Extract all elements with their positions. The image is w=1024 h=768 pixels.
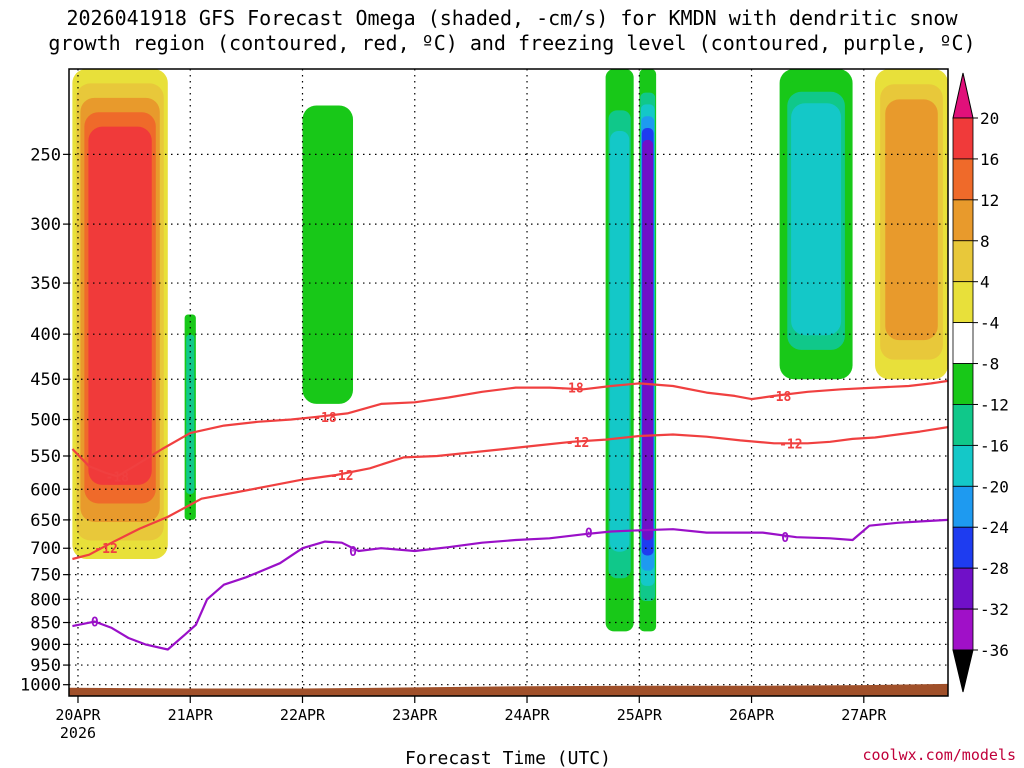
- y-tick-label: 650: [30, 511, 61, 531]
- colorbar-label: -8: [980, 355, 999, 374]
- colorbar-swatch: [952, 199, 974, 242]
- omega-band: [186, 334, 195, 495]
- colorbar-top-arrow: [952, 72, 974, 119]
- freezing-level-contour: [72, 518, 948, 651]
- y-tick-label: 1000: [20, 676, 61, 696]
- ground-layer: [69, 683, 948, 696]
- colorbar-swatch: [952, 322, 974, 364]
- colorbar-label: 12: [980, 191, 999, 210]
- y-tick-label: 900: [30, 635, 61, 655]
- dendritic-contour-minus18: [71, 379, 948, 478]
- colorbar-swatch: [952, 608, 974, 651]
- colorbar-bottom-arrow: [952, 649, 974, 693]
- y-tick-label: 700: [30, 539, 61, 559]
- y-tick-label: 800: [30, 590, 61, 610]
- contour-label: 0: [91, 616, 99, 631]
- contour-label: -12: [330, 469, 353, 484]
- y-tick-label: 500: [30, 411, 61, 431]
- colorbar-label: -36: [980, 641, 1009, 660]
- dendritic-contour-minus12: [72, 426, 948, 561]
- contour-label: -12: [779, 437, 802, 452]
- x-tick-label: 27APR: [841, 706, 887, 724]
- contour-label: 0: [349, 545, 357, 560]
- colorbar-swatch: [952, 404, 974, 446]
- x-tick-label: 21APR: [168, 706, 214, 724]
- colorbar-swatch: [952, 526, 974, 569]
- y-tick-label: 750: [30, 566, 61, 586]
- y-tick-label: 600: [30, 480, 61, 500]
- plot-frame: [68, 68, 949, 697]
- y-tick-label: 350: [30, 274, 61, 294]
- x-tick-label: 20APR: [55, 706, 101, 724]
- x-tick-label: 24APR: [504, 706, 550, 724]
- omega-band: [88, 126, 152, 485]
- grid-lines: [69, 69, 948, 696]
- x-axis-label: Forecast Time (UTC): [405, 748, 611, 768]
- contour-label: -18: [560, 382, 584, 397]
- x-tick-sublabel: 2026: [60, 724, 96, 742]
- colorbar-swatch: [952, 567, 974, 610]
- colorbar-label: 4: [980, 273, 990, 292]
- contour-label: -12: [94, 542, 117, 557]
- y-tick-label: 300: [30, 215, 61, 235]
- y-tick-label: 450: [30, 370, 61, 390]
- x-tick-label: 25APR: [617, 706, 663, 724]
- y-axis: 2503003504004505005506006507007508008509…: [20, 145, 69, 696]
- contour-label: 0: [781, 531, 789, 546]
- colorbar-swatch: [952, 363, 974, 405]
- colorbar-label: -20: [980, 477, 1009, 496]
- colorbar: 20 16 12 8 4 -4 -8 -12 -16 -20 -24 -28 -32 -36: [952, 72, 1009, 693]
- omega-band: [307, 127, 348, 376]
- colorbar-label: -28: [980, 559, 1009, 578]
- contours: -18 -18 -18 -18 -12 -12 -12 -12 0 0 0 0: [71, 379, 948, 651]
- contour-label: -18: [768, 390, 792, 405]
- y-tick-label: 400: [30, 325, 61, 345]
- ground-surface: [69, 683, 948, 696]
- y-tick-label: 950: [30, 656, 61, 676]
- colorbar-label: -32: [980, 600, 1009, 619]
- x-tick-label: 22APR: [280, 706, 326, 724]
- colorbar-label: -12: [980, 395, 1009, 414]
- colorbar-swatch: [952, 444, 974, 487]
- title-line-2: growth region (contoured, red, ºC) and f…: [48, 31, 976, 55]
- contour-label: 0: [585, 527, 593, 542]
- colorbar-label: 16: [980, 150, 999, 169]
- contour-label: -18: [313, 411, 337, 426]
- x-tick-label: 26APR: [729, 706, 775, 724]
- omega-band: [610, 131, 630, 552]
- colorbar-label: -24: [980, 518, 1009, 537]
- omega-band: [642, 139, 654, 541]
- colorbar-swatch: [952, 158, 974, 201]
- contour-label: -12: [566, 436, 589, 451]
- colorbar-label: 20: [980, 109, 999, 128]
- colorbar-label: -16: [980, 436, 1009, 455]
- y-tick-label: 850: [30, 614, 61, 634]
- chart-title: 2026041918 GFS Forecast Omega (shaded, -…: [0, 6, 1024, 56]
- colorbar-swatch: [952, 240, 974, 283]
- omega-band: [791, 103, 842, 336]
- y-tick-label: 250: [30, 145, 61, 165]
- omega-band: [885, 99, 938, 341]
- omega-shading: [72, 69, 948, 632]
- title-line-1: 2026041918 GFS Forecast Omega (shaded, -…: [66, 6, 958, 30]
- credit-text: coolwx.com/models: [862, 746, 1016, 764]
- x-tick-label: 23APR: [392, 706, 438, 724]
- colorbar-swatch: [952, 485, 974, 528]
- colorbar-label: 8: [980, 232, 990, 251]
- y-tick-label: 550: [30, 447, 61, 467]
- colorbar-swatch: [952, 281, 974, 324]
- contour-label: -18: [106, 470, 130, 485]
- colorbar-swatch: [952, 117, 974, 160]
- colorbar-label: -4: [980, 314, 999, 333]
